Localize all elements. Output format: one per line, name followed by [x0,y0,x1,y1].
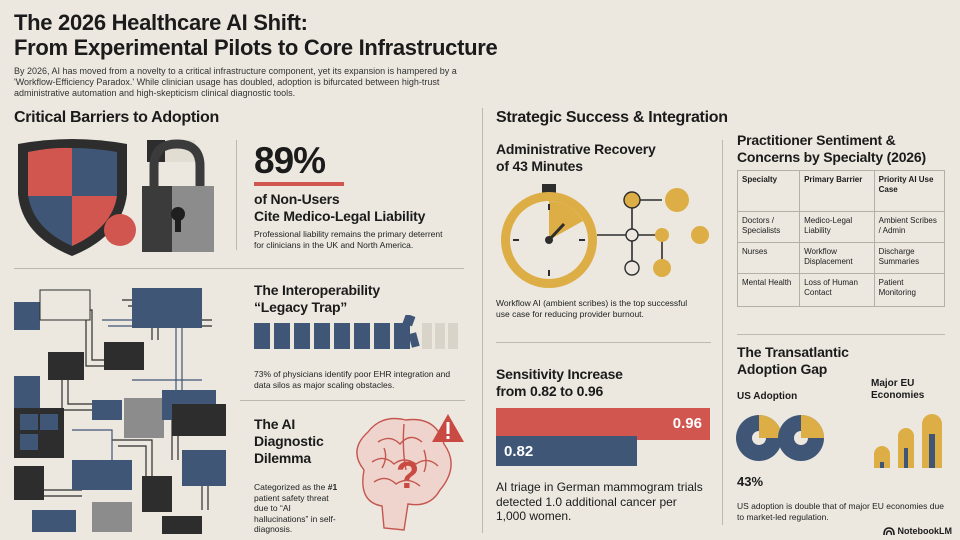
sensitivity-before-bar: 0.82 [496,436,637,466]
transatlantic-title: The Transatlantic Adoption Gap [737,344,849,378]
eu-adoption-bars [874,414,942,468]
eu-label-line-2: Economies [871,390,925,401]
shield-lock-illustration [18,139,214,256]
sentiment-title-line-1: Practitioner Sentiment & [737,132,896,148]
liability-desc: Professional liability remains the prima… [254,229,443,250]
right-divider [722,140,723,525]
table-cell: Nurses [736,242,801,274]
table-cell: Discharge Summaries [873,242,946,274]
interop-title-line-1: The Interoperability [254,282,380,298]
title-line-2: From Experimental Pilots to Core Infrast… [14,35,498,60]
barriers-divider-2 [240,400,465,401]
title-line-1: The 2026 Healthcare AI Shift: [14,10,308,35]
diag-title: The AI Diagnostic Dilemma [254,416,324,467]
admin-title: Administrative Recovery of 43 Minutes [496,141,656,175]
admin-title-line-2: of 43 Minutes [496,158,583,174]
legacy-blocks-graphic [254,315,458,349]
brain-icon [356,417,452,531]
question-mark-icon: ? [396,455,419,497]
sensitivity-before-label: 0.82 [504,443,534,460]
liability-title-line-2: Cite Medico-Legal Liability [254,208,426,224]
table-cell: Medico-Legal Liability [799,211,875,243]
transatlantic-title-line-2: Adoption Gap [737,361,828,377]
eu-label-line-1: Major EU [871,378,915,389]
sensitivity-desc: AI triage in German mammogram trials det… [496,480,703,523]
interop-desc: 73% of physicians identify poor EHR inte… [254,369,451,390]
diag-title-line-3: Dilemma [254,450,311,466]
diag-desc-bold: #1 [327,482,338,492]
diag-desc: Categorized as the #1 patient safety thr… [254,482,344,535]
transatlantic-desc: US adoption is double that of major EU e… [737,501,944,522]
us-adoption-value: 43% [737,474,764,489]
diag-title-line-2: Diagnostic [254,433,324,449]
liability-stat: 89% [254,140,326,181]
interop-title: The Interoperability “Legacy Trap” [254,282,380,316]
table-row: Doctors / Specialists Medico-Legal Liabi… [736,211,946,243]
sensitivity-title-line-2: from 0.82 to 0.96 [496,383,604,399]
column-header: Priority AI Use Case [873,170,946,212]
admin-desc: Workflow AI (ambient scribes) is the top… [496,298,688,319]
table-cell: Workflow Displacement [799,242,875,274]
table-row: Mental Health Loss of Human Contact Pati… [736,273,946,307]
column-header: Specialty [736,170,801,212]
sensitivity-title-line-1: Sensitivity Increase [496,366,623,382]
success-divider [496,342,711,343]
table-cell: Loss of Human Contact [799,273,875,307]
sentiment-title: Practitioner Sentiment & Concerns by Spe… [737,132,926,166]
stat-underline [254,182,344,186]
table-header-row: Specialty Primary Barrier Priority AI Us… [736,170,946,212]
eu-economies-label: Major EU Economies [871,378,924,402]
table-cell: Doctors / Specialists [736,211,801,243]
stopwatch-illustration [501,184,709,288]
brand-name: NotebookLM [897,526,953,536]
page-title: The 2026 Healthcare AI Shift: From Exper… [14,10,574,60]
sensitivity-bars: 0.96 0.82 [496,408,710,468]
diag-desc-pre: Categorized as the [254,482,328,492]
table-cell: Mental Health [736,273,801,307]
table-cell: Ambient Scribes / Admin [873,211,946,243]
shield-icon [18,139,127,256]
center-divider [482,108,483,533]
transatlantic-title-line-1: The Transatlantic [737,344,849,360]
diag-title-line-1: The AI [254,416,296,432]
intro-text: By 2026, AI has moved from a novelty to … [14,66,457,98]
stat-divider [236,140,237,250]
sentiment-divider [737,334,945,335]
barriers-divider-1 [14,268,464,269]
data-silos-illustration [14,288,226,534]
diag-desc-post: patient safety threat due to “AI halluci… [254,492,336,535]
brain-warning-illustration: ? [356,414,464,531]
sensitivity-title: Sensitivity Increase from 0.82 to 0.96 [496,366,623,400]
success-heading: Strategic Success & Integration [496,109,728,126]
us-adoption-rings [736,415,824,461]
us-adoption-label: US Adoption [737,391,798,402]
specialty-table: Specialty Primary Barrier Priority AI Us… [736,170,946,307]
column-header: Primary Barrier [799,170,875,212]
liability-title-line-1: of Non-Users [254,191,340,207]
sensitivity-after-bar: 0.96 [496,408,710,440]
warning-icon [432,414,464,442]
admin-title-line-1: Administrative Recovery [496,141,656,157]
table-row: Nurses Workflow Displacement Discharge S… [736,242,946,274]
adoption-gap-graphic [736,414,942,468]
padlock-icon [142,139,214,252]
interop-title-line-2: “Legacy Trap” [254,299,348,315]
table-cell: Patient Monitoring [873,273,946,307]
sentiment-title-line-2: Concerns by Specialty (2026) [737,149,926,165]
notebooklm-logo: NotebookLM [882,526,953,536]
barriers-heading: Critical Barriers to Adoption [14,109,219,126]
notebooklm-icon [882,526,895,535]
stopwatch-icon [501,184,597,288]
liability-title: of Non-Users Cite Medico-Legal Liability [254,191,425,225]
sensitivity-after-label: 0.96 [672,415,702,432]
